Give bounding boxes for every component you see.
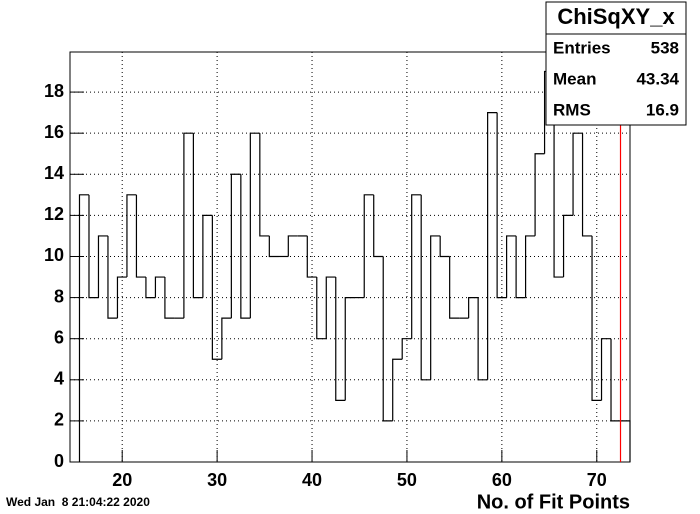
histogram-bin (268, 235, 279, 258)
x-tick-label: 40 (302, 470, 322, 490)
histogram-bin (325, 276, 336, 339)
histogram-bin (534, 153, 545, 236)
histogram-bin (382, 256, 393, 422)
histogram-bin (135, 194, 146, 278)
histogram-bin (477, 297, 488, 381)
histogram-bin (363, 194, 374, 298)
histogram-bin (487, 112, 498, 380)
histogram-bin (97, 235, 108, 298)
histogram-bin (344, 296, 355, 401)
histogram-bin (439, 235, 450, 258)
x-tick-label: 50 (397, 470, 417, 490)
histogram-bin (211, 215, 222, 360)
y-tick-label: 2 (54, 410, 64, 430)
stats-box (545, 1, 687, 126)
histogram-bin (373, 194, 384, 258)
histogram-bin (430, 235, 441, 380)
stats-title: ChiSqXY_x (557, 4, 675, 29)
histogram-bin (420, 194, 431, 381)
histogram-bin (287, 235, 298, 257)
y-tick-label: 16 (44, 122, 64, 142)
histogram-bin (154, 276, 165, 298)
histogram-bin (183, 132, 194, 319)
stats-value: 538 (651, 38, 679, 57)
histogram-bin (392, 358, 403, 421)
stats-label: RMS (553, 100, 591, 119)
histogram-bin (515, 235, 526, 299)
histogram-bin (192, 133, 203, 299)
y-tick-label: 0 (54, 451, 64, 471)
histogram-bin (116, 276, 127, 319)
histogram-bin (221, 317, 232, 360)
histogram-bin (553, 71, 564, 278)
histogram-bin (496, 112, 507, 299)
histogram-bin (411, 194, 422, 339)
histogram-bin (610, 338, 621, 422)
timestamp: Wed Jan 8 21:04:22 2020 (6, 495, 150, 509)
histogram-bin (88, 194, 99, 299)
histogram-bin (259, 133, 270, 237)
x-axis-label: No. of Fit Points (477, 491, 630, 513)
stats-label: Mean (553, 69, 596, 88)
histogram-bin (401, 338, 412, 360)
histogram-bin (581, 133, 593, 237)
histogram-bin (145, 277, 156, 299)
histogram-bin (126, 194, 137, 278)
y-tick-label: 12 (44, 204, 64, 224)
histogram-bin (620, 420, 631, 462)
y-tick-label: 18 (44, 81, 64, 101)
y-tick-label: 10 (44, 245, 64, 265)
histogram-bin (249, 132, 260, 319)
histogram-bin (240, 174, 251, 319)
histogram-bin (591, 235, 602, 401)
y-tick-label: 4 (54, 369, 64, 389)
histogram-bin (449, 256, 460, 319)
x-tick-label: 20 (112, 470, 132, 490)
histogram-bin (316, 277, 327, 340)
histogram-bin (506, 235, 517, 298)
stats-value: 43.34 (636, 69, 679, 88)
histogram-bin (468, 296, 479, 319)
y-tick-label: 6 (54, 327, 64, 347)
x-tick-label: 30 (207, 470, 227, 490)
histogram-bin (572, 132, 583, 216)
stats-value: 16.9 (646, 100, 679, 119)
stats-label: Entries (553, 38, 611, 57)
histogram-bin (562, 214, 574, 278)
histogram-bin (107, 235, 118, 319)
histogram-bin (335, 277, 346, 401)
histogram-bin (306, 235, 317, 278)
histogram-bin (78, 194, 89, 462)
histogram-bin (202, 214, 213, 298)
y-tick-label: 8 (54, 286, 64, 306)
histogram-bin (164, 277, 175, 319)
histogram-bin (230, 173, 241, 319)
y-tick-label: 14 (44, 163, 64, 183)
x-tick-label: 60 (492, 470, 512, 490)
histogram-bin (524, 235, 536, 298)
histogram-bin (600, 338, 612, 401)
x-tick-label: 70 (587, 470, 607, 490)
